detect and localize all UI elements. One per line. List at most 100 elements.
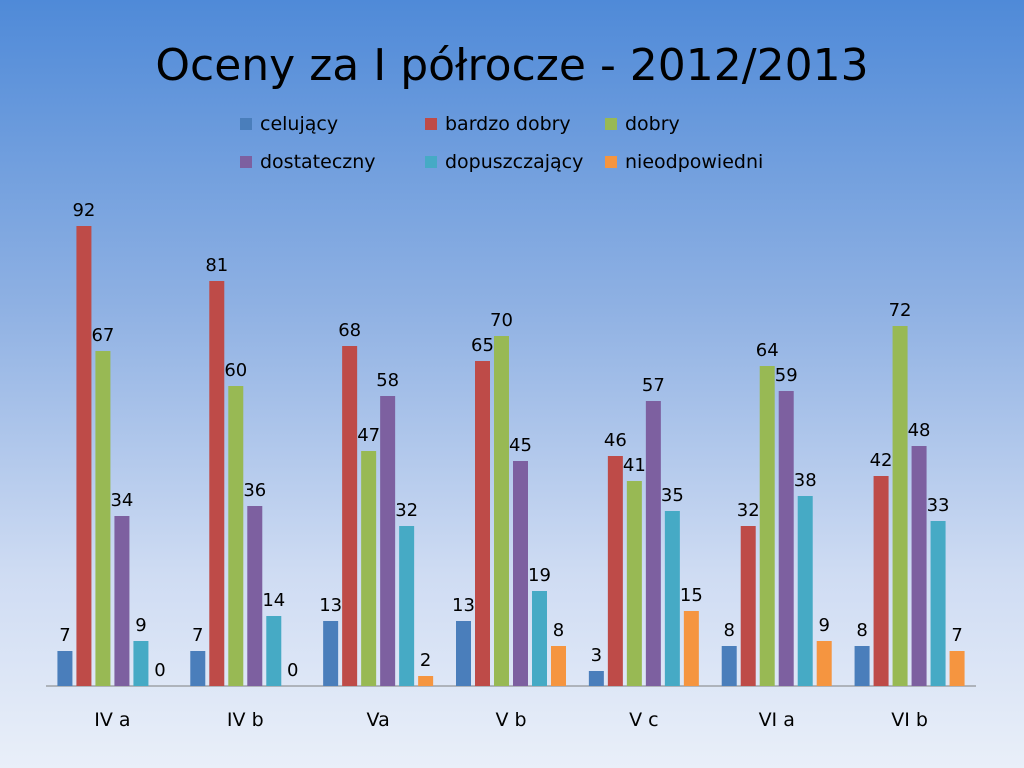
bar <box>797 496 813 686</box>
bar <box>361 451 377 686</box>
data-label: 60 <box>224 360 247 381</box>
legend-item-dostateczny: dostateczny <box>240 150 425 174</box>
data-label: 0 <box>154 660 165 681</box>
data-label: 42 <box>870 450 893 471</box>
data-label: 0 <box>287 660 298 681</box>
bar <box>532 591 547 686</box>
data-label: 47 <box>357 425 380 446</box>
legend-label: bardzo dobry <box>445 113 571 135</box>
data-label: 8 <box>553 620 564 641</box>
legend-swatch <box>605 156 617 168</box>
legend-swatch <box>425 118 437 130</box>
legend-swatch <box>425 156 437 168</box>
bar <box>209 281 225 686</box>
bar <box>683 611 699 686</box>
bar <box>645 401 661 686</box>
data-label: 9 <box>135 615 146 636</box>
bar <box>494 336 509 686</box>
legend-item-dobry: dobry <box>605 112 805 136</box>
bar <box>418 676 434 686</box>
data-label: 32 <box>395 500 418 521</box>
bar <box>513 461 528 686</box>
data-label: 81 <box>205 255 228 276</box>
data-label: 57 <box>642 375 665 396</box>
data-label: 67 <box>91 325 114 346</box>
x-tick-label: VI b <box>891 709 928 731</box>
bar <box>247 506 263 686</box>
bar <box>57 651 73 686</box>
data-label: 45 <box>509 435 532 456</box>
bar <box>607 456 623 686</box>
x-tick-label: Va <box>367 709 390 731</box>
x-tick-label: V b <box>495 709 526 731</box>
data-label: 46 <box>604 430 627 451</box>
bar <box>911 446 927 686</box>
bar <box>740 526 756 686</box>
bar <box>930 521 946 686</box>
data-label: 8 <box>723 620 734 641</box>
bar <box>266 616 282 686</box>
x-tick-label: VI a <box>759 709 795 731</box>
x-tick-label: V c <box>629 709 658 731</box>
bar <box>190 651 206 686</box>
bar <box>114 516 130 686</box>
data-label: 7 <box>192 625 203 646</box>
data-label: 59 <box>775 365 798 386</box>
bar <box>664 511 680 686</box>
data-label: 3 <box>591 645 602 666</box>
legend-label: dostateczny <box>260 151 376 173</box>
data-label: 7 <box>59 625 70 646</box>
data-label: 58 <box>376 370 399 391</box>
data-label: 14 <box>262 590 285 611</box>
legend-item-dopuszczajacy: dopuszczający <box>425 150 605 174</box>
data-label: 92 <box>72 200 95 221</box>
data-label: 15 <box>680 585 703 606</box>
bar <box>721 646 737 686</box>
data-label: 68 <box>338 320 361 341</box>
data-label: 72 <box>889 300 912 321</box>
legend: celujący bardzo dobry dobry dostateczny … <box>240 112 820 174</box>
data-label: 7 <box>951 625 962 646</box>
legend-item-celujacy: celujący <box>240 112 425 136</box>
bar <box>588 671 604 686</box>
x-tick-label: IV a <box>94 709 130 731</box>
bar <box>551 646 566 686</box>
bar <box>342 346 358 686</box>
bar <box>323 621 339 686</box>
data-label: 33 <box>927 495 950 516</box>
data-label: 64 <box>756 340 779 361</box>
data-label: 9 <box>818 615 829 636</box>
bar <box>626 481 642 686</box>
legend-label: nieodpowiedni <box>625 151 764 173</box>
bar <box>95 351 111 686</box>
legend-item-bardzo-dobry: bardzo dobry <box>425 112 605 136</box>
bar <box>949 651 965 686</box>
bar <box>228 386 244 686</box>
data-label: 13 <box>452 595 475 616</box>
bar <box>399 526 415 686</box>
bar <box>873 476 889 686</box>
data-label: 65 <box>471 335 494 356</box>
legend-item-nieodpowiedni: nieodpowiedni <box>605 150 805 174</box>
legend-label: dopuszczający <box>445 151 584 173</box>
legend-label: dobry <box>625 113 680 135</box>
data-label: 34 <box>110 490 133 511</box>
bar <box>854 646 870 686</box>
data-label: 48 <box>908 420 931 441</box>
data-label: 36 <box>243 480 266 501</box>
data-label: 32 <box>737 500 760 521</box>
x-tick-label: IV b <box>227 709 264 731</box>
data-label: 70 <box>490 310 513 331</box>
bar <box>816 641 832 686</box>
data-label: 41 <box>623 455 646 476</box>
data-label: 38 <box>794 470 817 491</box>
bar <box>892 326 908 686</box>
legend-label: celujący <box>260 113 339 135</box>
bar <box>76 226 92 686</box>
chart-title: Oceny za I półrocze - 2012/2013 <box>155 40 869 91</box>
data-label: 13 <box>319 595 342 616</box>
bar <box>133 641 149 686</box>
bar <box>380 396 396 686</box>
